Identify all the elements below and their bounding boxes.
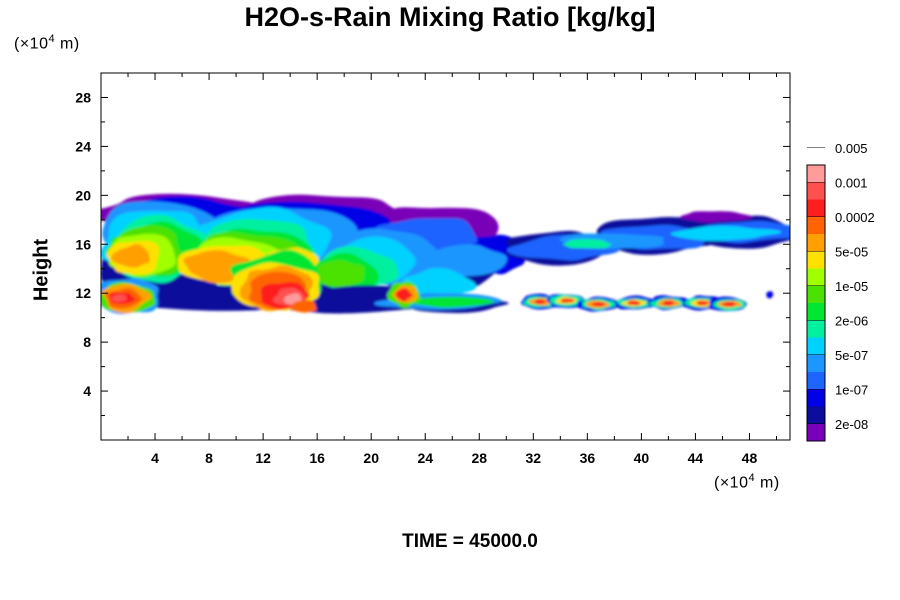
colorbar-swatch <box>807 268 825 286</box>
trailing-anvil <box>562 238 612 249</box>
y-tick-label: 12 <box>75 285 91 301</box>
colorbar-swatch <box>807 234 825 252</box>
trailing-anvil <box>680 211 753 223</box>
x-tick-label: 40 <box>634 450 650 466</box>
colorbar-swatch <box>807 216 825 234</box>
cloud-layer <box>314 260 365 288</box>
mixing-ratio-field <box>101 193 790 315</box>
x-tick-label: 12 <box>255 450 271 466</box>
colorbar-label: 0.0002 <box>835 210 875 225</box>
trailing-anvil <box>670 225 782 241</box>
y-tick-label: 16 <box>75 236 91 252</box>
cloud-layer <box>427 244 508 277</box>
low-band-east <box>560 298 575 303</box>
colorbar-swatch <box>807 423 825 441</box>
x-tick-label: 24 <box>417 450 433 466</box>
colorbar-swatch <box>807 406 825 424</box>
colorbar-label: 0.001 <box>835 175 868 190</box>
colorbar-label: 5e-07 <box>835 348 868 363</box>
x-tick-label: 36 <box>580 450 596 466</box>
colorbar-swatch <box>807 165 825 183</box>
y-tick-label: 20 <box>75 187 91 203</box>
x-tick-label: 4 <box>151 450 159 466</box>
colorbar-swatch <box>807 182 825 200</box>
cloud-layer <box>111 243 151 268</box>
x-tick-label: 32 <box>526 450 542 466</box>
colorbar-swatch <box>807 285 825 303</box>
colorbar-label: 2e-06 <box>835 313 868 328</box>
colorbar-label: 1e-05 <box>835 279 868 294</box>
low-band-east <box>627 300 641 306</box>
low-band-east <box>696 300 709 306</box>
cloud-layer <box>402 267 477 299</box>
y-tick-label: 24 <box>75 138 91 154</box>
colorbar-swatch <box>807 199 825 217</box>
x-tick-label: 44 <box>688 450 704 466</box>
y-axis-unit: (×104 m) <box>14 33 80 53</box>
x-axis-unit: (×104 m) <box>714 472 780 492</box>
colorbar-label: 5e-05 <box>835 244 868 259</box>
low-band-east <box>722 301 736 307</box>
colorbar-label: 0.005 <box>835 141 868 156</box>
low-band-east <box>662 300 675 306</box>
x-tick-label: 8 <box>205 450 213 466</box>
core-22km <box>395 288 413 302</box>
x-tick-label: 16 <box>309 450 325 466</box>
low-band-east <box>766 291 774 299</box>
y-tick-label: 8 <box>83 334 91 350</box>
colorbar-swatch <box>807 251 825 269</box>
colorbar-label: 1e-07 <box>835 382 868 397</box>
colorbar-swatch <box>807 389 825 407</box>
colorbar-swatch <box>807 337 825 355</box>
colorbar-label: 2e-08 <box>835 417 868 432</box>
y-tick-label: 4 <box>83 383 91 399</box>
y-tick-label: 28 <box>75 89 91 105</box>
core-central <box>291 299 317 313</box>
colorbar-swatch <box>807 372 825 390</box>
core-west <box>111 294 127 303</box>
x-tick-label: 48 <box>742 450 758 466</box>
x-tick-label: 20 <box>363 450 379 466</box>
plot-frame <box>100 72 791 441</box>
colorbar-swatch <box>807 354 825 372</box>
colorbar-swatch <box>807 320 825 338</box>
colorbar-swatch <box>807 303 825 321</box>
low-band-east <box>591 301 606 307</box>
time-label: TIME = 45000.0 <box>402 531 538 552</box>
low-band <box>408 296 494 308</box>
chart-title: H2O-s-Rain Mixing Ratio [kg/kg] <box>244 2 656 32</box>
x-tick-label: 28 <box>471 450 487 466</box>
low-band-east <box>534 299 547 305</box>
colorbar-frame <box>806 164 826 442</box>
